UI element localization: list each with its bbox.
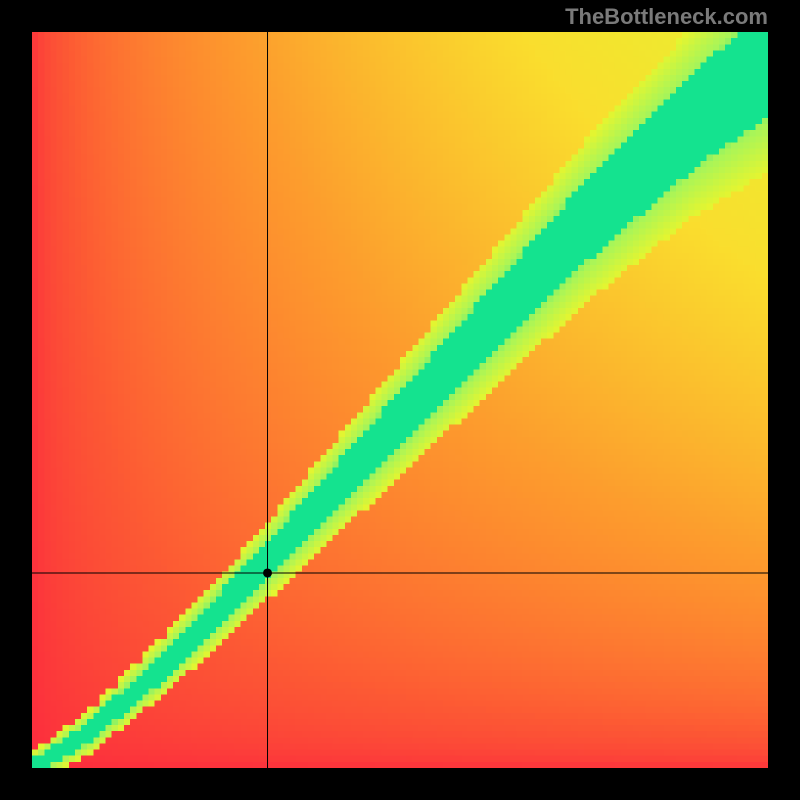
heatmap-plot — [32, 32, 768, 768]
watermark-text: TheBottleneck.com — [565, 4, 768, 30]
heatmap-canvas — [32, 32, 768, 768]
